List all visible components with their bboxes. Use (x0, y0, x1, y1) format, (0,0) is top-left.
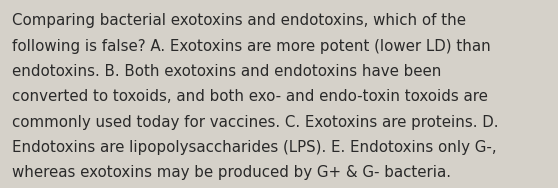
Text: following is false? A. Exotoxins are more potent (lower LD) than: following is false? A. Exotoxins are mor… (12, 39, 491, 54)
Text: converted to toxoids, and both exo- and endo-toxin toxoids are: converted to toxoids, and both exo- and … (12, 89, 488, 104)
Text: whereas exotoxins may be produced by G+ & G- bacteria.: whereas exotoxins may be produced by G+ … (12, 165, 451, 180)
Text: Endotoxins are lipopolysaccharides (LPS). E. Endotoxins only G-,: Endotoxins are lipopolysaccharides (LPS)… (12, 140, 497, 155)
Text: Comparing bacterial exotoxins and endotoxins, which of the: Comparing bacterial exotoxins and endoto… (12, 13, 466, 28)
Text: endotoxins. B. Both exotoxins and endotoxins have been: endotoxins. B. Both exotoxins and endoto… (12, 64, 441, 79)
Text: commonly used today for vaccines. C. Exotoxins are proteins. D.: commonly used today for vaccines. C. Exo… (12, 115, 499, 130)
